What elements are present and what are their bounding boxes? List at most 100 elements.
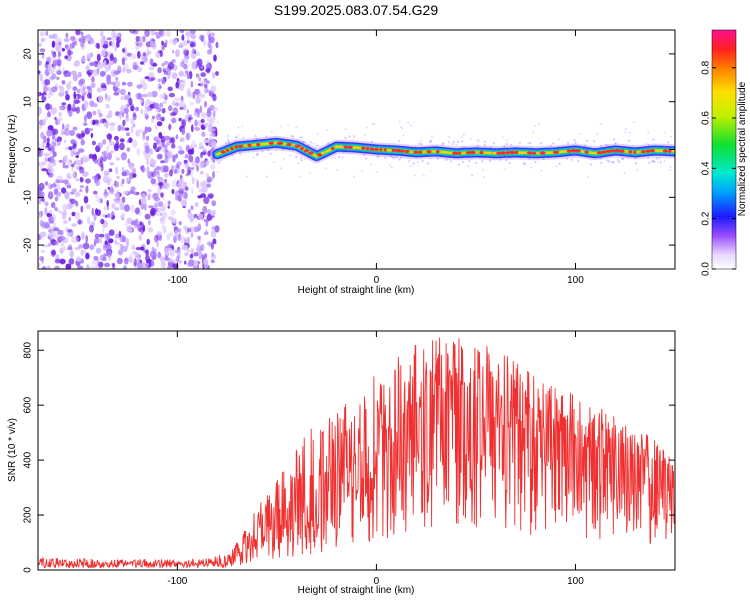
noise-blob (183, 159, 188, 163)
halo-dot (344, 137, 347, 140)
halo-dot (625, 154, 628, 157)
halo-dot (652, 160, 655, 163)
noise-blob (62, 123, 65, 130)
noise-blob (116, 32, 121, 38)
speckle (596, 132, 599, 135)
noise-blob (116, 175, 120, 180)
noise-blob (106, 206, 110, 210)
noise-blob (45, 61, 50, 65)
halo-dot (518, 141, 522, 144)
track-peak (331, 146, 335, 151)
noise-blob (63, 139, 67, 144)
noise-blob (196, 242, 200, 249)
noise-scatter (38, 30, 673, 269)
noise-blob (107, 152, 112, 161)
noise-blob (170, 143, 176, 149)
noise-blob (72, 126, 78, 131)
noise-blob (199, 170, 204, 175)
noise-blob (153, 102, 160, 110)
noise-blob (160, 160, 166, 164)
halo-dot (398, 158, 401, 161)
noise-blob (87, 216, 91, 225)
noise-blob (97, 174, 101, 180)
noise-blob (63, 179, 69, 184)
track-peak (256, 143, 261, 147)
noise-blob (102, 175, 109, 184)
speckle (505, 139, 508, 141)
speckle (375, 171, 378, 173)
noise-blob (165, 252, 171, 256)
noise-blob (119, 138, 125, 143)
noise-blob (190, 30, 196, 35)
noise-blob (82, 242, 90, 250)
noise-blob (61, 102, 67, 106)
noise-blob (40, 161, 47, 166)
halo-dot (499, 157, 502, 160)
halo-dot (368, 146, 371, 149)
speckle (271, 130, 273, 133)
noise-blob (100, 31, 104, 37)
noise-blob (181, 168, 185, 174)
noise-blob (44, 157, 49, 162)
noise-blob (83, 122, 88, 126)
noise-blob (145, 50, 150, 57)
noise-blob (178, 145, 183, 152)
halo-dot (275, 148, 278, 151)
halo-dot (508, 147, 511, 150)
noise-blob (155, 113, 162, 121)
halo-dot (315, 159, 318, 162)
noise-blob (161, 225, 167, 230)
noise-blob (178, 117, 182, 122)
noise-blob (69, 250, 74, 258)
halo-dot (611, 161, 614, 164)
noise-blob (175, 49, 180, 58)
speckle (669, 165, 672, 168)
halo-dot (303, 151, 306, 155)
noise-blob (61, 47, 65, 52)
y-tick-label: 20 (23, 48, 34, 60)
halo-dot (591, 149, 594, 152)
halo-dot (356, 148, 359, 152)
speckle (252, 156, 255, 159)
noise-blob (165, 141, 171, 146)
noise-blob (49, 209, 53, 215)
noise-blob (165, 39, 168, 45)
noise-blob (122, 235, 126, 243)
noise-blob (71, 223, 77, 227)
track-peak (610, 149, 616, 153)
noise-blob (196, 58, 203, 67)
halo-dot (516, 149, 519, 152)
track-peak (566, 149, 572, 153)
noise-blob (44, 115, 48, 122)
track-peak (230, 147, 234, 151)
halo-dot (275, 142, 278, 145)
noise-blob (38, 182, 45, 191)
noise-blob (38, 234, 41, 241)
noise-blob (193, 112, 197, 116)
y-tick-label: 400 (23, 451, 34, 468)
noise-blob (158, 132, 163, 139)
noise-blob (117, 124, 122, 132)
speckle (371, 122, 374, 125)
noise-blob (164, 145, 168, 153)
noise-blob (40, 131, 45, 139)
halo-dot (420, 143, 423, 146)
noise-blob (59, 258, 66, 265)
speckle (241, 125, 243, 128)
noise-blob (121, 57, 125, 66)
noise-blob (47, 147, 52, 151)
speckle (330, 156, 333, 159)
noise-blob (102, 44, 109, 49)
noise-blob (179, 106, 184, 110)
noise-blob (181, 119, 186, 128)
x-tick-label: 0 (374, 275, 380, 286)
noise-blob (90, 132, 94, 139)
speckle (237, 126, 240, 129)
noise-blob (170, 112, 177, 116)
noise-blob (149, 209, 155, 216)
noise-blob (109, 186, 114, 192)
snr-frame (37, 330, 676, 571)
halo-dot (634, 156, 638, 159)
noise-blob (144, 213, 151, 220)
halo-dot (531, 151, 535, 154)
